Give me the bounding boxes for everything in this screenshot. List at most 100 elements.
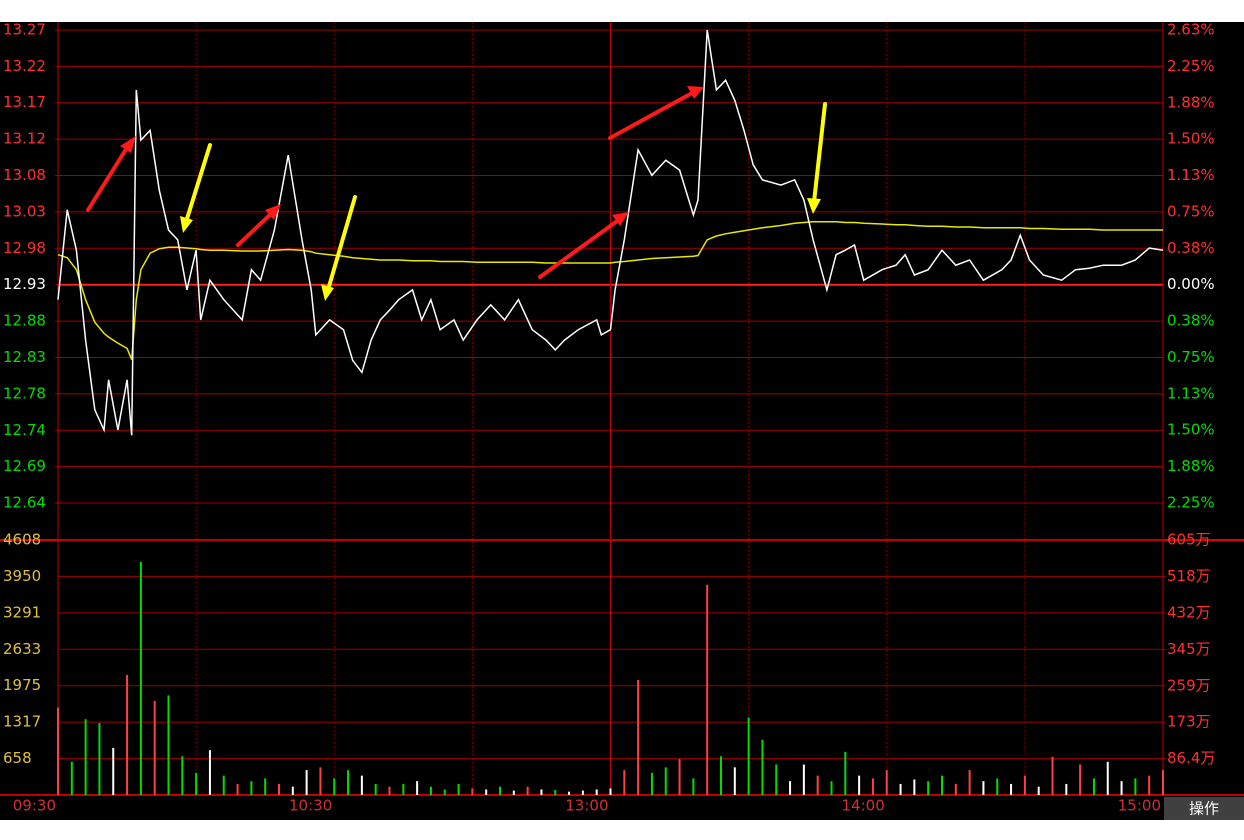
volume-bar [416,781,419,795]
volume-bar [789,781,792,795]
volume-bar [512,790,515,795]
y2-tick-label: 0.75% [1167,348,1215,366]
y2-tick-label: 259万 [1167,676,1211,694]
toolbar-button[interactable] [1164,797,1244,820]
volume-bar [554,790,557,795]
y-tick-label: 1975 [3,676,41,694]
y2-tick-label: 605万 [1167,531,1211,549]
y2-tick-label: 1.88% [1167,457,1215,475]
volume-bar [112,747,115,795]
volume-bar [402,783,405,795]
volume-bar [927,781,930,795]
volume-bar [236,783,239,795]
volume-bar [319,767,322,795]
volume-bar [208,750,211,795]
y2-tick-label: 518万 [1167,567,1211,585]
volume-bar [1148,775,1151,795]
chart-background [0,22,1244,820]
volume-bar [98,723,101,795]
volume-bar [1134,778,1137,795]
volume-bar [57,707,59,795]
arrow [608,90,696,140]
toolbar-button-label[interactable]: 操作 [1189,800,1219,818]
y2-tick-label: 173万 [1167,713,1211,731]
arrow [812,102,827,204]
volume-bar [775,764,778,795]
volume-bar [153,700,156,795]
y2-tick-label: 1.13% [1167,166,1215,184]
y-tick-label: 4608 [3,531,41,549]
volume-bar [333,778,336,795]
volume-bar [678,759,681,795]
y-tick-label: 13.17 [3,93,46,111]
volume-bar [954,783,957,795]
y2-tick-label: 432万 [1167,603,1211,621]
volume-bar [982,781,985,795]
volume-bar [733,767,736,795]
volume-bar [374,783,377,795]
volume-bar [1106,761,1109,795]
volume-bar [471,788,474,795]
volume-bar [623,770,626,795]
volume-bar [305,770,308,795]
grid: 2.63% 2.25% 1.88% 1.50% 1.13% 0.75% 0.38% 0.00%… [0,21,1244,815]
price-line [57,29,1164,436]
y2-tick-label: 0.38% [1167,239,1215,257]
y2-tick-label: 0.00% [1167,275,1215,293]
y-tick-label: 12.98 [3,239,46,257]
volume-bar [443,789,446,795]
volume-bar [1051,756,1054,795]
volume-bar [996,778,999,795]
volume-bar [499,786,501,795]
volume-bar [1162,770,1164,795]
volume-bar [360,775,363,795]
y2-tick-label: 1.13% [1167,384,1215,402]
volume-bar [706,584,709,795]
volume-bar [222,775,225,795]
y-tick-label: 12.83 [3,348,46,366]
volume-bar [1065,783,1068,795]
volume-bar [692,778,695,795]
y-tick-label: 3291 [3,603,41,621]
volume-bar [858,775,861,795]
y-tick-label: 12.78 [3,384,46,402]
x-tick-label: 13:00 [565,797,608,815]
arrow-head [687,86,704,99]
volume-bar [568,791,571,795]
volume-bar [264,778,267,795]
y2-tick-label: 0.38% [1167,312,1215,330]
arrow-head [180,216,193,233]
y2-tick-label: 1.50% [1167,130,1215,148]
volume-bar [126,674,129,795]
x-tick-label: 10:30 [289,797,332,815]
volume-bar [747,717,750,795]
y-tick-label: 13.03 [3,202,46,220]
volume-bar [1037,786,1040,795]
volume-bar [250,781,253,795]
y2-tick-label: 1.88% [1167,93,1215,111]
marks [57,29,1164,795]
y-tick-label: 12.93 [3,275,46,293]
arrow [236,209,276,247]
y2-tick-label: 2.25% [1167,494,1215,512]
volume-bar [871,778,874,795]
volume-bar [1092,778,1095,795]
arrow [86,144,130,212]
volume-bar [84,719,87,795]
volume-bar [429,786,432,795]
y-tick-label: 13.22 [3,57,46,75]
volume-bar [609,788,612,795]
arrow-head [321,284,334,301]
y-tick-label: 12.74 [3,421,46,439]
volume-bar [167,695,170,795]
volume-bar [720,756,722,795]
volume-bar [650,772,653,795]
volume-bar [637,679,640,795]
volume-bar [761,739,764,795]
y-tick-label: 658 [3,749,32,767]
volume-bar [885,770,888,795]
volume-bar [816,775,819,795]
volume-bar [291,786,294,795]
volume-bar [278,783,280,795]
